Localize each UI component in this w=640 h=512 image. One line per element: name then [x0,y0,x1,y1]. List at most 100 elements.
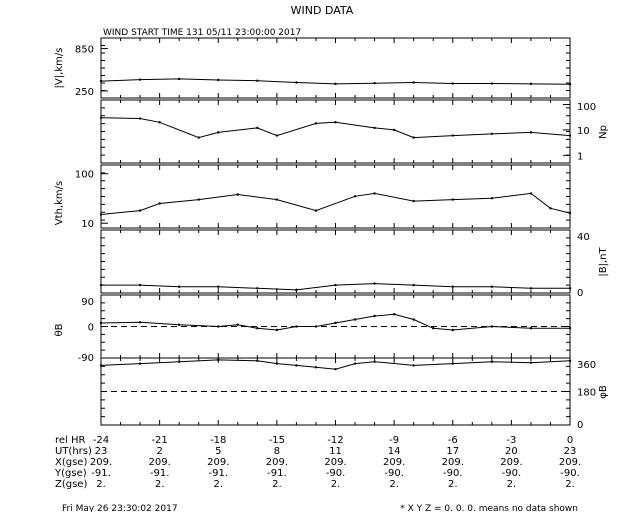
theta_b-data-point [236,323,239,326]
phi_b-data-point [99,364,103,367]
field-magnitude-axis-label: |B|,nT [598,247,609,277]
speed-data-point [295,81,298,84]
density-data-point [256,126,259,130]
x-axis-table: rel HR -24 -21 -18 -15 -12 -9 -6 -3 0UT(hrs) 23 2 5 8… [54,435,581,490]
density-data-point [197,136,200,139]
x-row-value: -91. [267,468,287,479]
speed-data-point [373,81,376,85]
footer-timestamp: Fri May 26 23:30:02 2017 [62,504,178,512]
thermal_speed-data-point [373,192,376,195]
x-row-value: 209. [324,457,346,468]
density-data-point [568,134,572,137]
speed-data-point [99,79,103,83]
density-series-line [100,117,571,139]
phi_b-data-point [334,367,337,371]
x-row-value: 0 [567,435,573,446]
theta_b-data-point [490,325,494,328]
phi_b-data-point [177,360,181,363]
x-row-value: 14 [388,446,401,457]
density-data-point [373,126,376,130]
field_magnitude-data-point [138,283,142,287]
phi_b-data-point [412,364,415,367]
field_magnitude-data-point [490,285,494,288]
phi_b-data-point [568,359,572,362]
x-row-value: 2 [156,446,162,457]
thermal_speed-data-point [451,198,454,201]
phi_b-data-point [529,361,533,364]
thermal_speed-series-line [100,192,571,215]
theta_b-data-point [432,327,435,330]
x-row-value: 209. [442,457,464,468]
panel-frame [100,164,571,229]
density-data-point [451,134,454,137]
x-row-value: 209. [383,457,405,468]
y-tick-label: 360 [577,360,596,371]
field_magnitude-data-point [568,287,572,290]
panel-frames [100,37,571,426]
x-row-value: 2. [448,479,458,490]
speed-data-point [177,77,181,81]
theta_b-data-point [99,321,103,325]
field_magnitude-data-point [256,287,259,290]
field_magnitude-data-point [99,283,103,287]
thermal_speed-data-point [529,192,533,195]
theta_b-data-point [138,321,142,324]
x-row-value: -91. [208,468,228,479]
speed-axis-label: |V|,km/s [54,48,65,89]
theta_b-data-point [177,323,181,326]
x-row-value: -90. [560,468,580,479]
theta_b-data-point [529,327,533,330]
thermal_speed-data-point [353,195,357,198]
footer-note: * X Y Z = 0. 0. 0. means no data shown [400,504,578,512]
x-row-value: -6 [448,435,458,446]
y-tick-label: 1 [577,151,583,162]
theta_b-data-point [295,325,298,328]
y-tick-label: -90 [78,353,94,364]
x-row-value: 23 [95,446,108,457]
x-row-label: rel HR [55,435,86,446]
field_magnitude-data-point [412,283,415,287]
x-row-value: -21 [151,435,167,446]
phi_b-data-point [353,362,357,365]
x-row-value: 2. [389,479,399,490]
x-row-value: 209. [559,457,581,468]
phi_b-data-point [138,362,142,365]
x-row-value: 2. [507,479,517,490]
theta_b-data-point [392,313,396,316]
theta_b-data-point [256,327,259,330]
theta_b-data-point [451,328,454,332]
x-row-value: 2. [96,479,106,490]
x-row-value: -91. [91,468,111,479]
y-tick-label: 10 [577,126,590,137]
panel-frame [100,229,571,294]
density-data-point [158,121,161,124]
x-row-value: -90. [502,468,522,479]
speed-data-point [529,82,533,86]
x-row-value: -9 [389,435,399,446]
theta_b-data-point [334,321,337,325]
speed-data-point [568,83,572,86]
phi_b-data-point [314,366,318,369]
phi_b-series-line [100,359,571,370]
theta_b-data-point [217,325,220,328]
x-row-value: 8 [274,446,280,457]
y-tick-label: 100 [577,102,596,113]
phi_b-data-point [295,364,298,367]
phi_b-data-point [490,360,494,363]
field_magnitude-data-point [373,282,376,285]
density-data-point [275,134,279,137]
thermal_speed-data-point [275,198,279,201]
thermal_speed-data-point [158,202,161,205]
x-row-value: -15 [269,435,285,446]
y-tick-label: 40 [577,232,590,243]
field_magnitude-data-point [451,285,454,288]
x-row-value: 5 [215,446,221,457]
x-row-label: X(gse) [55,457,87,468]
phi-b-axis-label: φB [598,385,609,399]
y-tick-label: 850 [75,45,94,56]
x-row-value: 2. [565,479,575,490]
x-row-value: 2. [213,479,223,490]
y-tick-label: 0 [577,420,583,431]
tick-labels: 850 250 100 10 1 100 10 40 0 90 0 -90 360 180 0 [75,45,596,431]
phi_b-data-point [275,362,279,365]
